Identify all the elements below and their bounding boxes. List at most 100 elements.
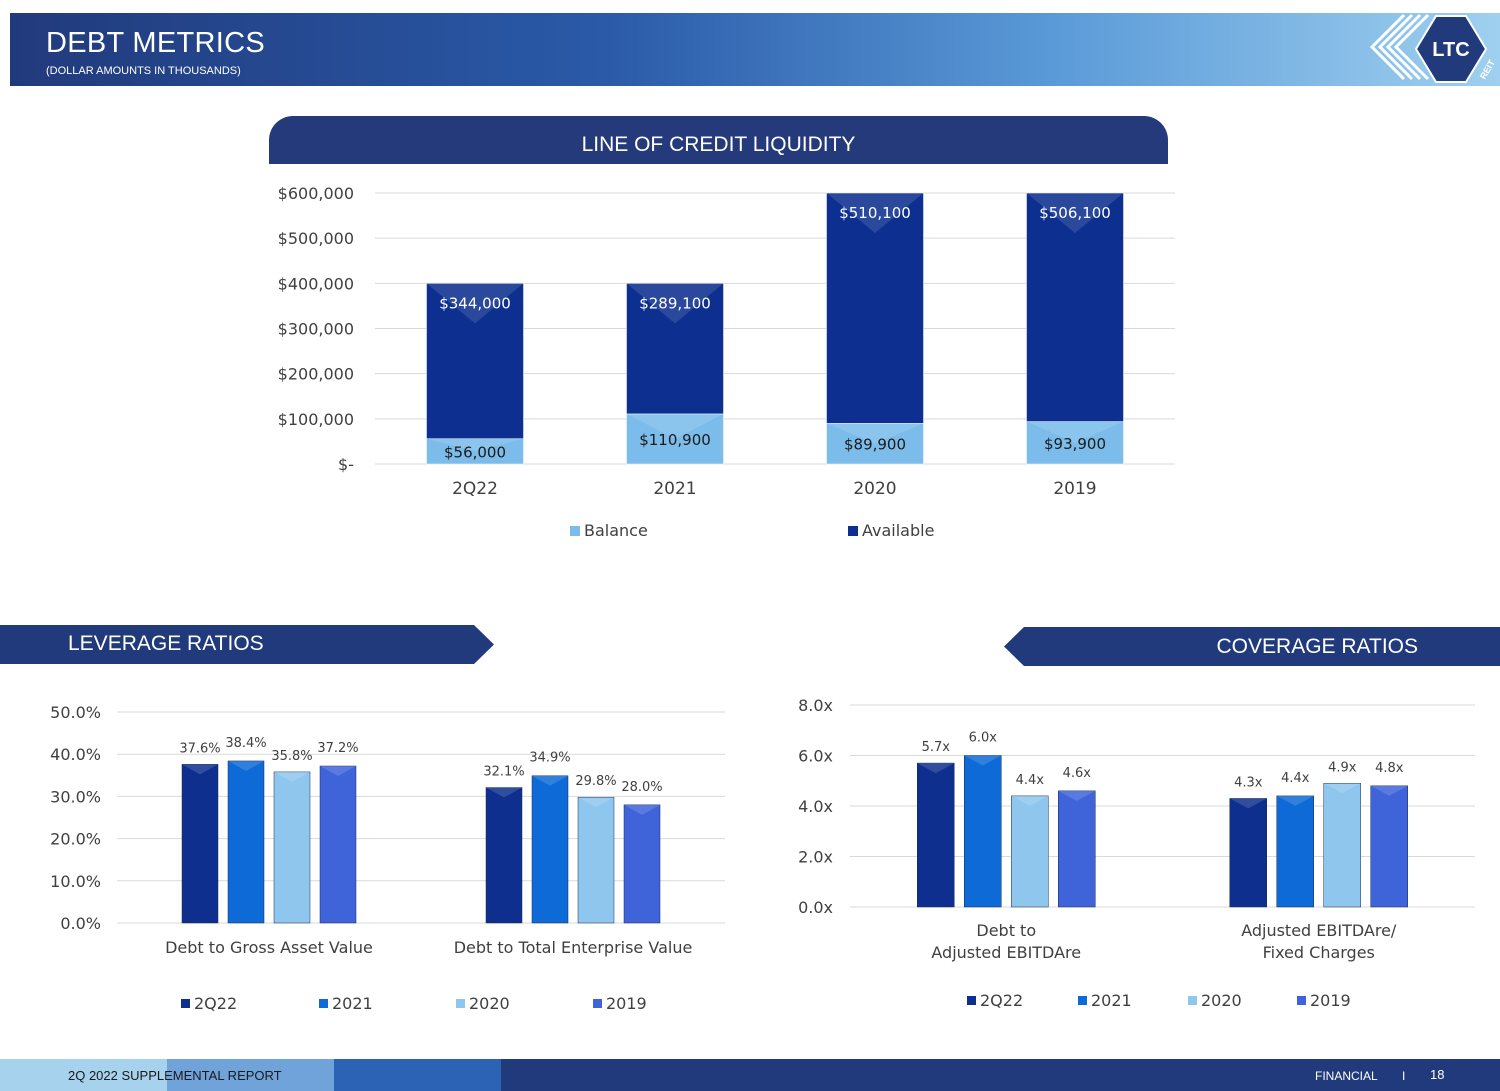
footer-report-name: 2Q 2022 SUPPLEMENTAL REPORT xyxy=(68,1068,282,1083)
data-label: $510,100 xyxy=(839,204,911,222)
logo-subtext: REIT xyxy=(1478,58,1497,81)
footer-page-number: 18 xyxy=(1430,1067,1445,1082)
coverage-banner xyxy=(1004,627,1500,666)
bar-2019-debt-to-gross-asset-value xyxy=(319,765,357,924)
bar-2q22-debt-to-total-enterprise-value xyxy=(485,787,523,924)
coverage-section-title: COVERAGE RATIOS xyxy=(1216,635,1418,658)
x-tick-label: Adjusted EBITDAre/ xyxy=(1241,921,1397,940)
data-label: $56,000 xyxy=(444,443,506,461)
bar-bevel xyxy=(1370,785,1408,796)
y-tick-label: 30.0% xyxy=(50,787,101,806)
bar-2020-adjusted-ebitdare-fixed-charges xyxy=(1323,783,1361,908)
data-label: 34.9% xyxy=(529,751,570,766)
x-tick-label: 2Q22 xyxy=(452,479,498,499)
legend-label-2q22: 2Q22 xyxy=(980,991,1023,1010)
legend-label-2q22: 2Q22 xyxy=(194,994,237,1013)
y-tick-label: 8.0x xyxy=(798,696,833,715)
bar-bevel xyxy=(626,413,724,439)
data-label: 5.7x xyxy=(922,740,951,755)
data-label: 4.4x xyxy=(1016,773,1045,788)
bar-bevel xyxy=(964,755,1002,766)
bar-bevel xyxy=(182,764,218,775)
bar-bevel xyxy=(228,760,264,771)
footer-section-name: FINANCIAL xyxy=(1315,1069,1378,1083)
y-tick-label: $200,000 xyxy=(278,365,354,384)
bar-bevel xyxy=(426,438,524,452)
bar-bevel xyxy=(274,771,310,782)
legend-swatch-available xyxy=(848,526,858,536)
legend-label-2019: 2019 xyxy=(606,994,647,1013)
bar-bevel xyxy=(532,775,568,786)
data-label: 4.3x xyxy=(1234,775,1263,790)
bar-2019-debt-to-total-enterprise-value xyxy=(623,804,661,924)
bar-bevel xyxy=(1026,193,1124,233)
data-label: 4.4x xyxy=(1281,771,1310,786)
footer-accent-1 xyxy=(0,1059,167,1091)
y-tick-label: 40.0% xyxy=(50,745,101,764)
legend-swatch-2019 xyxy=(593,999,602,1008)
bar-bevel xyxy=(320,766,356,777)
bar-bevel xyxy=(578,797,614,808)
legend-swatch-2q22 xyxy=(181,999,190,1008)
data-label: 37.2% xyxy=(317,741,358,756)
footer-separator: I xyxy=(1402,1069,1406,1083)
bar-bevel xyxy=(826,423,924,444)
y-tick-label: $100,000 xyxy=(278,410,354,429)
credit-chart-title: LINE OF CREDIT LIQUIDITY xyxy=(269,116,1168,164)
bar-bevel xyxy=(1276,795,1314,806)
y-tick-label: $300,000 xyxy=(278,320,354,339)
x-tick-label: Debt to Gross Asset Value xyxy=(165,938,373,957)
data-label: $93,900 xyxy=(1044,435,1106,453)
legend-swatch-2020 xyxy=(1188,996,1197,1005)
bar-bevel xyxy=(1323,783,1361,794)
legend-swatch-2q22 xyxy=(967,996,976,1005)
data-label: $506,100 xyxy=(1039,204,1111,222)
bar-balance-2021 xyxy=(626,413,724,465)
bar-bevel xyxy=(1011,795,1049,806)
ltc-reit-logo: LTC REIT xyxy=(1369,13,1497,83)
footer-accent-2 xyxy=(167,1059,334,1091)
data-label: 29.8% xyxy=(575,774,616,789)
y-tick-label: $500,000 xyxy=(278,229,354,248)
bar-balance-2019 xyxy=(1026,421,1124,465)
y-tick-label: $- xyxy=(338,455,354,474)
footer-accent-3 xyxy=(334,1059,501,1091)
bar-2020-debt-to-adjusted-ebitdare xyxy=(1011,795,1049,908)
data-label: $110,900 xyxy=(639,431,711,449)
page-title: DEBT METRICS xyxy=(46,27,265,59)
data-label: 4.9x xyxy=(1328,760,1357,775)
credit-liquidity-chart: $- $100,000 $200,000 $300,000 $400,000 $500,0… xyxy=(278,184,1175,540)
bar-2021-debt-to-adjusted-ebitdare xyxy=(964,755,1002,908)
bar-2019-adjusted-ebitdare-fixed-charges xyxy=(1370,785,1408,908)
y-tick-label: 4.0x xyxy=(798,797,833,816)
data-label: 37.6% xyxy=(179,741,220,756)
y-tick-label: 10.0% xyxy=(50,872,101,891)
bar-bevel xyxy=(826,193,924,233)
bar-bevel xyxy=(1058,790,1096,801)
legend-label-2021: 2021 xyxy=(332,994,373,1013)
y-tick-label: 0.0% xyxy=(60,914,101,933)
bar-available-2q22 xyxy=(426,283,524,439)
x-tick-label: 2019 xyxy=(1053,479,1096,499)
leverage-banner xyxy=(0,625,494,664)
x-tick-label: Debt to xyxy=(976,921,1036,940)
bar-available-2019 xyxy=(1026,192,1124,422)
bar-available-2020 xyxy=(826,192,924,424)
bar-2020-debt-to-gross-asset-value xyxy=(273,771,311,924)
logo-text: LTC xyxy=(1432,39,1469,61)
leverage-section-title: LEVERAGE RATIOS xyxy=(68,632,264,655)
x-tick-label: 2021 xyxy=(653,479,696,499)
bar-available-2021 xyxy=(626,283,724,415)
data-label: $344,000 xyxy=(439,294,511,312)
bar-bevel xyxy=(1026,421,1124,443)
legend-label-balance: Balance xyxy=(584,521,648,540)
y-tick-label: 50.0% xyxy=(50,703,101,722)
bar-2q22-adjusted-ebitdare-fixed-charges xyxy=(1229,798,1267,908)
page-subtitle: (DOLLAR AMOUNTS IN THOUSANDS) xyxy=(46,65,241,77)
data-label: 28.0% xyxy=(621,780,662,795)
bar-bevel xyxy=(1229,798,1267,809)
bar-2q22-debt-to-adjusted-ebitdare xyxy=(917,762,955,908)
bar-bevel xyxy=(486,787,522,798)
legend-swatch-2021 xyxy=(319,999,328,1008)
bar-2021-debt-to-total-enterprise-value xyxy=(531,775,569,924)
